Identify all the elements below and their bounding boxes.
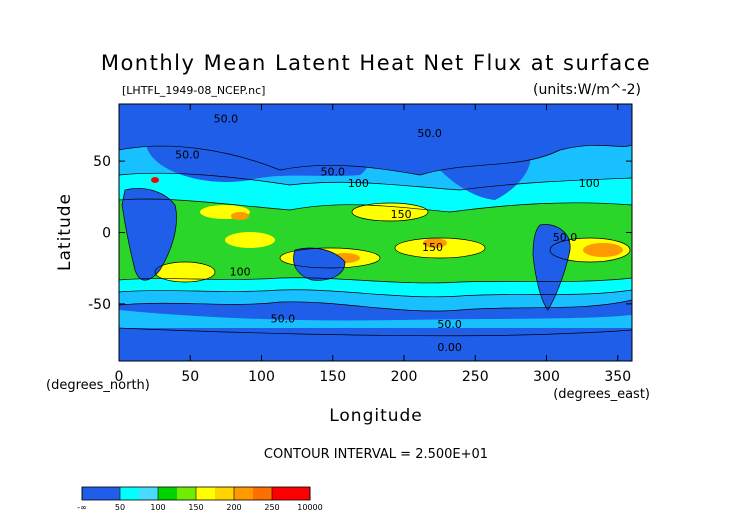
colorbar-label: 50 [115,503,125,512]
contour-label: 50.0 [437,318,462,331]
chart-subtitle-units: (units:W/m^-2) [533,82,641,98]
field-south-low [119,328,632,361]
contour-label: 50.0 [553,231,578,244]
contour-label: 100 [579,177,600,190]
x-axis-label: Longitude [329,406,423,426]
x-tick-label: 350 [604,369,631,385]
field-100-150 [119,199,632,283]
colorbar-label: 10000 [297,503,322,512]
colorbar-swatch [272,487,292,500]
colorbar-swatch [253,487,273,500]
colorbar-swatch [215,487,235,500]
x-tick-label: 300 [533,369,560,385]
colorbar-swatch [177,487,197,500]
x-tick-label: 150 [319,369,346,385]
x-axis: 0 50 100 150 200 250 300 350 [115,104,631,385]
colorbar-label: 150 [188,503,203,512]
colorbar-swatch [196,487,216,500]
y-tick-label: 50 [93,154,111,170]
colorbar-swatch [234,487,254,500]
field-above-250 [151,177,159,183]
contour-label: 50.0 [175,148,200,161]
colorbar-label: 200 [226,503,241,512]
contour-label: 0.00 [437,341,462,354]
colorbar-swatch [82,487,102,500]
land-low-flux [122,109,593,310]
contour-label: 50.0 [321,165,346,178]
contour-label: 150 [391,208,412,221]
colorbar-swatch [101,487,121,500]
x-tick-label: 200 [391,369,418,385]
chart-title: Monthly Mean Latent Heat Net Flux at sur… [101,51,651,75]
colorbar [81,486,311,501]
contour-label: 100 [230,265,251,278]
colorbar-label: 100 [150,503,165,512]
contour-label: 50.0 [417,127,442,140]
x-tick-label: 0 [115,369,124,385]
y-axis-label: Latitude [55,193,75,271]
x-tick-label: 250 [462,369,489,385]
colorbar-label: 250 [264,503,279,512]
contour-label: 50.0 [271,312,296,325]
x-tick-label: 100 [248,369,275,385]
y-axis: 50 0 -50 [88,154,632,313]
y-tick-label: 0 [102,226,111,242]
contour-lines [119,144,632,337]
colorbar-labels: -∞ 50 100 150 200 250 10000 [77,503,323,512]
colorbar-label: -∞ [77,503,87,512]
x-tick-label: 50 [181,369,199,385]
colorbar-swatch [139,487,159,500]
y-tick-label: -50 [88,297,111,313]
y-axis-unit: (degrees_north) [46,378,150,393]
colorbar-swatch [291,487,311,500]
contour-label: 150 [422,241,443,254]
chart-subtitle-file: [LHTFL_1949-08_NCEP.nc] [122,84,265,97]
colorbar-swatch [158,487,178,500]
colorbar-swatch [120,487,140,500]
contour-interval-text: CONTOUR INTERVAL = 2.500E+01 [264,447,488,462]
contour-label: 100 [348,177,369,190]
contour-label: 50.0 [214,113,239,126]
x-axis-unit: (degrees_east) [553,387,650,402]
